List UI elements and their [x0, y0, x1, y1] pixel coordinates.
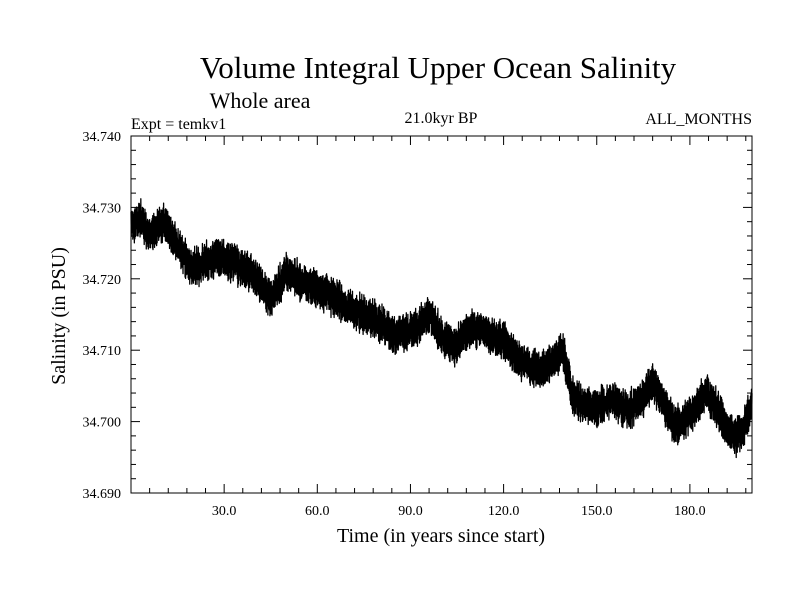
chart-title: Volume Integral Upper Ocean Salinity — [200, 50, 677, 85]
x-tick-label: 180.0 — [674, 504, 706, 519]
plot-frame — [130, 135, 753, 494]
experiment-label: Expt = temkv1 — [131, 116, 226, 133]
y-tick-label: 34.740 — [83, 130, 122, 145]
x-axis-label: Time (in years since start) — [337, 525, 545, 547]
series-line-salinity — [130, 198, 753, 459]
x-tick-label: 30.0 — [212, 504, 237, 519]
y-tick-label: 34.710 — [83, 344, 122, 359]
months-label: ALL_MONTHS — [645, 111, 752, 128]
x-tick-label: 90.0 — [398, 504, 423, 519]
y-tick-label: 34.700 — [83, 416, 122, 431]
x-tick-label: 150.0 — [581, 504, 613, 519]
y-axis-label: Salinity (in PSU) — [48, 247, 70, 385]
x-tick-label: 120.0 — [488, 504, 520, 519]
y-tick-label: 34.730 — [83, 201, 122, 216]
y-tick-label: 34.720 — [83, 273, 122, 288]
axis-ticks — [131, 136, 752, 493]
y-tick-label: 34.690 — [83, 487, 122, 502]
chart-subtitle: Whole area — [210, 88, 311, 113]
y-tick-labels: 34.690 34.700 34.710 34.720 34.730 34.740 — [83, 130, 122, 502]
x-tick-label: 60.0 — [305, 504, 330, 519]
period-label: 21.0kyr BP — [405, 110, 478, 127]
x-tick-labels: 30.0 60.0 90.0 120.0 150.0 180.0 — [212, 504, 706, 519]
